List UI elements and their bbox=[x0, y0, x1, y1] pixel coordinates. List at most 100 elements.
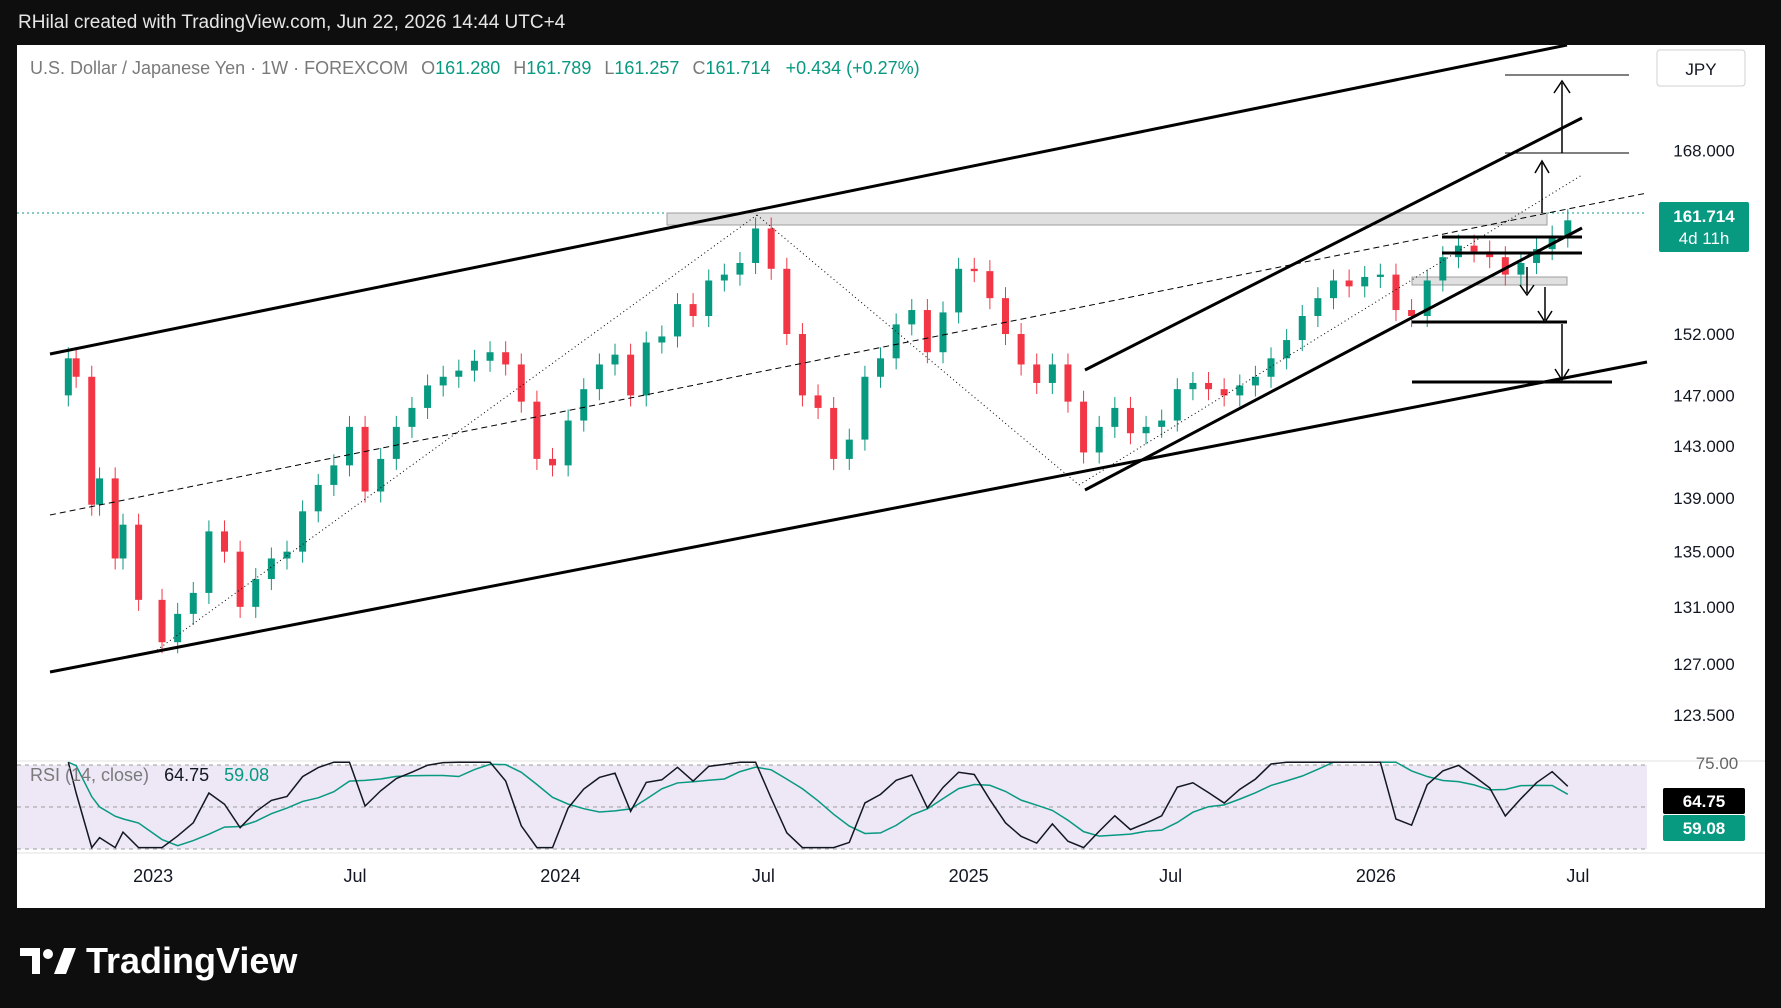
candle-body bbox=[1329, 280, 1337, 299]
legend-open: 161.280 bbox=[435, 58, 501, 78]
candle-body bbox=[908, 310, 916, 325]
legend-high-label: H bbox=[513, 58, 527, 78]
candle-body bbox=[111, 478, 119, 559]
rsi-ma-badge bbox=[1663, 815, 1745, 841]
time-tick: Jul bbox=[752, 866, 775, 886]
ohlc-legend: U.S. Dollar / Japanese Yen · 1W · FOREXC… bbox=[30, 58, 920, 79]
currency-label: JPY bbox=[1685, 60, 1716, 79]
rsi-legend: RSI (14, close) 64.75 59.08 bbox=[30, 765, 269, 786]
tradingview-logo-icon bbox=[20, 948, 76, 974]
chart-frame[interactable]: JPY 168.000 152.000 147.000 143.000 139.000 1… bbox=[17, 43, 1765, 908]
candle-body bbox=[517, 364, 525, 402]
candle-body bbox=[392, 426, 400, 459]
legend-high: 161.789 bbox=[526, 58, 592, 78]
legend-symbol: U.S. Dollar / Japanese Yen · 1W · FOREXC… bbox=[30, 58, 409, 78]
resistance-zone bbox=[666, 212, 1548, 226]
candle-body bbox=[1001, 298, 1009, 335]
candle-body bbox=[627, 354, 635, 396]
candle-body bbox=[1283, 340, 1291, 359]
candle-body bbox=[1095, 426, 1103, 453]
candle-body bbox=[830, 407, 838, 459]
candle-body bbox=[1080, 401, 1088, 453]
candle-body bbox=[205, 531, 213, 593]
candle-body bbox=[1033, 364, 1041, 383]
candle-body bbox=[986, 271, 994, 299]
candle-body bbox=[533, 401, 541, 459]
candle-body bbox=[470, 360, 478, 371]
candle-body bbox=[135, 524, 143, 600]
candle-body bbox=[923, 310, 931, 353]
rsi-legend-label: RSI (14, close) bbox=[30, 765, 150, 785]
candle-body bbox=[783, 268, 791, 335]
candle-body bbox=[595, 364, 603, 390]
legend-close: 161.714 bbox=[705, 58, 771, 78]
candle-body bbox=[814, 395, 822, 408]
time-tick: Jul bbox=[1566, 866, 1589, 886]
time-tick: Jul bbox=[344, 866, 367, 886]
candle-body bbox=[299, 511, 307, 552]
candle-body bbox=[877, 358, 885, 377]
candle-body bbox=[892, 324, 900, 359]
price-tick: 168.000 bbox=[1673, 141, 1734, 160]
candle-body bbox=[689, 304, 697, 316]
candle-body bbox=[424, 385, 432, 408]
candle-body bbox=[439, 376, 447, 386]
legend-close-label: C bbox=[692, 58, 706, 78]
price-tick: 135.000 bbox=[1673, 543, 1734, 562]
candle-body bbox=[642, 342, 650, 396]
candle-body bbox=[1189, 382, 1197, 390]
candle-body bbox=[845, 439, 853, 459]
candle-body bbox=[330, 465, 338, 485]
candle-body bbox=[1142, 426, 1150, 434]
time-tick: 2023 bbox=[133, 866, 173, 886]
candle-body bbox=[1111, 407, 1119, 427]
candle-body bbox=[1064, 364, 1072, 402]
candle-body bbox=[705, 280, 713, 316]
candle-body bbox=[174, 613, 182, 643]
arrow-down-1-head bbox=[1519, 284, 1535, 297]
candle-body bbox=[1205, 382, 1213, 390]
candle-body bbox=[1517, 262, 1525, 275]
rsi-ma-text: 59.08 bbox=[1683, 819, 1726, 838]
price-badge-value: 161.714 bbox=[1673, 207, 1735, 226]
candle-body bbox=[1251, 376, 1259, 386]
candle-body bbox=[361, 426, 369, 492]
candle-body bbox=[119, 524, 127, 559]
candle-body bbox=[752, 228, 760, 263]
price-tick: 147.000 bbox=[1673, 386, 1734, 405]
channel-upper-line bbox=[49, 43, 1568, 356]
candle-body bbox=[1454, 245, 1462, 258]
candle-body bbox=[1533, 249, 1541, 263]
candle-body bbox=[861, 376, 869, 440]
inner-channel-upper bbox=[1084, 116, 1583, 372]
candle-body bbox=[1392, 274, 1400, 311]
candle-body bbox=[1236, 385, 1244, 396]
candle-body bbox=[1158, 420, 1166, 427]
candle-body bbox=[1564, 220, 1572, 237]
candle-body bbox=[486, 352, 494, 361]
candle-body bbox=[658, 336, 666, 343]
rsi-line bbox=[67, 761, 1569, 850]
candle-body bbox=[611, 354, 619, 365]
price-tick: 143.000 bbox=[1673, 437, 1734, 456]
candle-body bbox=[955, 268, 963, 313]
candle-body bbox=[1298, 315, 1306, 341]
rsi-legend-ma: 59.08 bbox=[224, 765, 270, 785]
candle-body bbox=[1314, 298, 1322, 316]
midline-dashed bbox=[49, 192, 1648, 516]
rsi-ma-line bbox=[68, 761, 1569, 847]
candle-body bbox=[970, 268, 978, 272]
time-tick: Jul bbox=[1159, 866, 1182, 886]
candle-body bbox=[1376, 274, 1384, 277]
candle-body bbox=[377, 458, 385, 492]
price-chart[interactable]: JPY 168.000152.000147.000143.000139.0001… bbox=[17, 43, 1765, 908]
arrow-down-3-head bbox=[1554, 368, 1570, 382]
candle-body bbox=[1439, 257, 1447, 281]
tradingview-brand[interactable]: TradingView bbox=[20, 940, 297, 982]
candle-body bbox=[720, 274, 728, 281]
price-badge[interactable] bbox=[1659, 202, 1749, 252]
candle-body bbox=[314, 484, 322, 512]
candle-body bbox=[267, 558, 275, 580]
chart-credit: RHilal created with TradingView.com, Jun… bbox=[18, 12, 566, 33]
brand-name: TradingView bbox=[86, 940, 298, 981]
